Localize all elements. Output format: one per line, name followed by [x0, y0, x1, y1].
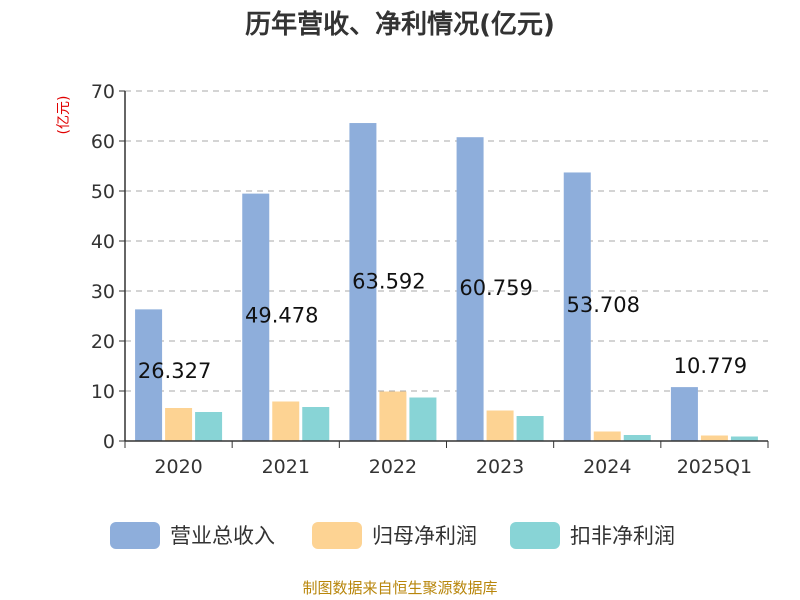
- chart-title: 历年营收、净利情况(亿元): [245, 9, 555, 40]
- x-tick-label: 2020: [154, 456, 202, 478]
- bar-0-2020: [135, 309, 163, 441]
- legend-label: 扣非净利润: [570, 524, 675, 548]
- data-label: 53.708: [567, 293, 640, 317]
- legend-swatch: [510, 522, 560, 549]
- y-axis-label: (亿元): [56, 96, 72, 135]
- bar-0-2021: [242, 193, 270, 441]
- data-label: 10.779: [674, 354, 747, 378]
- source-note: 制图数据来自恒生聚源数据库: [302, 579, 497, 597]
- legend: 营业总收入 归母净利润 扣非净利润: [110, 522, 675, 549]
- bar-0-2025Q1: [670, 387, 698, 441]
- data-labels: 26.327 49.478 63.592 60.759 53.708 10.779: [138, 269, 747, 382]
- y-tick-label: 60: [91, 131, 115, 153]
- y-axis-ticks: 0 10 20 30 40 50 60 70: [91, 81, 125, 453]
- y-tick-label: 70: [91, 81, 115, 103]
- bar-0-2022: [349, 123, 377, 441]
- x-tick-label: 2024: [583, 456, 631, 478]
- bar-2-2023: [516, 416, 544, 441]
- bar-2-2025Q1: [730, 436, 758, 441]
- bar-2-2022: [409, 397, 437, 441]
- bar-2-2021: [302, 407, 330, 441]
- y-tick-label: 20: [91, 331, 115, 353]
- y-tick-label: 0: [103, 431, 115, 453]
- data-label: 63.592: [352, 269, 425, 293]
- bar-0-2024: [563, 172, 591, 441]
- bar-1-2025Q1: [700, 435, 728, 441]
- x-tick-label: 2023: [476, 456, 524, 478]
- y-tick-label: 10: [91, 381, 115, 403]
- bar-1-2023: [486, 410, 514, 441]
- bar-1-2024: [593, 431, 621, 441]
- y-tick-label: 40: [91, 231, 115, 253]
- legend-swatch: [312, 522, 362, 549]
- y-tick-label: 50: [91, 181, 115, 203]
- bar-1-2022: [379, 391, 407, 441]
- bar-0-2023: [456, 137, 484, 441]
- x-axis-ticks: 2020 2021 2022 2023 2024 2025Q1: [124, 441, 769, 478]
- legend-label: 营业总收入: [170, 524, 275, 548]
- data-label: 26.327: [138, 359, 211, 383]
- bar-1-2020: [165, 408, 193, 441]
- x-tick-label: 2025Q1: [677, 456, 752, 478]
- bar-2-2024: [623, 435, 651, 441]
- bar-1-2021: [272, 401, 300, 441]
- legend-swatch: [110, 522, 160, 549]
- y-tick-label: 30: [91, 281, 115, 303]
- x-tick-label: 2022: [369, 456, 417, 478]
- grid-lines: [125, 90, 768, 392]
- bars: [135, 123, 758, 441]
- x-tick-label: 2021: [262, 456, 310, 478]
- bar-2-2020: [195, 412, 223, 441]
- data-label: 60.759: [459, 276, 532, 300]
- legend-label: 归母净利润: [372, 524, 477, 548]
- data-label: 49.478: [245, 303, 318, 327]
